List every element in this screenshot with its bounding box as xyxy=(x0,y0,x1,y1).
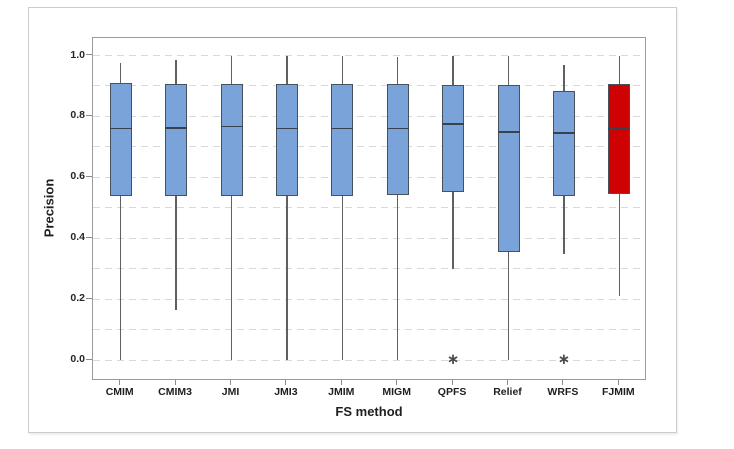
y-axis-tick xyxy=(86,236,92,238)
box-JMI3 xyxy=(275,83,298,196)
median-CMIM xyxy=(109,127,132,130)
x-axis-title: FS method xyxy=(335,404,403,419)
gridline xyxy=(93,115,645,117)
median-Relief xyxy=(497,131,520,134)
whisker-CMIM xyxy=(119,63,122,360)
outlier-marker-WRFS: ∗ xyxy=(557,351,571,368)
x-category-label-JMIM: JMIM xyxy=(328,386,355,398)
whisker-MIGM xyxy=(396,57,399,360)
gridline xyxy=(93,298,645,300)
gridline xyxy=(93,85,645,87)
median-JMI3 xyxy=(275,127,298,130)
median-WRFS xyxy=(552,132,575,135)
whisker-JMI xyxy=(230,55,233,360)
gridline xyxy=(93,268,645,270)
gridline xyxy=(93,207,645,209)
gridline xyxy=(93,329,645,331)
x-category-label-JMI: JMI xyxy=(221,386,240,398)
x-axis-tick xyxy=(451,380,453,385)
gridline xyxy=(93,146,645,148)
whisker-JMI3 xyxy=(286,55,288,360)
whisker-JMIM xyxy=(341,55,344,360)
x-category-label-JMI3: JMI3 xyxy=(274,386,298,398)
box-QPFS xyxy=(442,85,465,193)
y-axis-tick xyxy=(86,54,92,56)
x-axis-tick xyxy=(340,380,342,385)
x-axis-tick xyxy=(562,380,564,385)
y-tick-label: 0.2 xyxy=(70,292,85,305)
gridline xyxy=(93,359,645,361)
median-MIGM xyxy=(386,127,409,130)
x-category-label-WRFS: WRFS xyxy=(547,386,579,398)
y-axis-title: Precision xyxy=(41,178,57,238)
y-tick-label: 1.0 xyxy=(70,48,85,61)
median-CMIM3 xyxy=(165,127,188,129)
gridline xyxy=(93,55,645,56)
x-category-label-CMIM: CMIM xyxy=(105,386,134,398)
gridline xyxy=(93,176,645,178)
box-JMI xyxy=(220,83,243,196)
median-QPFS xyxy=(442,122,465,125)
y-tick-label: 0.0 xyxy=(70,353,85,365)
x-category-label-CMIM3: CMIM3 xyxy=(158,386,193,398)
median-JMI xyxy=(220,125,243,128)
y-tick-label: 0.6 xyxy=(70,170,85,183)
box-Relief xyxy=(497,85,520,253)
x-category-label-Relief: Relief xyxy=(493,386,522,398)
median-JMIM xyxy=(331,127,354,130)
x-axis-tick xyxy=(229,380,232,385)
y-axis-tick xyxy=(86,175,92,177)
box-CMIM3 xyxy=(165,84,188,196)
median-FJMIM xyxy=(608,127,631,130)
x-axis-tick xyxy=(617,380,619,385)
y-tick-label: 0.4 xyxy=(70,231,85,244)
box-WRFS xyxy=(552,90,575,196)
x-category-label-MIGM: MIGM xyxy=(382,386,411,398)
box-CMIM xyxy=(109,82,132,196)
y-axis-tick xyxy=(86,297,92,299)
x-axis-tick xyxy=(285,380,287,385)
y-axis-tick xyxy=(86,358,92,360)
x-axis-tick xyxy=(396,380,398,385)
boxplot-chart-card: Precision ∗ ∗ 0.0 0.2 0.4 0.6 0.8 1.0 CMIM CMIM3… xyxy=(28,7,677,433)
x-axis-tick xyxy=(174,380,176,385)
plot-area: ∗ ∗ xyxy=(92,37,646,380)
x-category-label-FJMIM: FJMIM xyxy=(601,386,635,398)
y-tick-label: 0.8 xyxy=(70,109,85,122)
y-axis-tick xyxy=(86,114,92,117)
gridline xyxy=(93,237,645,239)
box-JMIM xyxy=(331,83,354,196)
x-axis-tick xyxy=(119,380,121,385)
outlier-marker-QPFS: ∗ xyxy=(446,351,460,368)
x-category-label-QPFS: QPFS xyxy=(437,386,467,398)
x-axis-tick xyxy=(506,380,509,385)
box-MIGM xyxy=(386,83,409,195)
box-FJMIM xyxy=(608,83,631,195)
